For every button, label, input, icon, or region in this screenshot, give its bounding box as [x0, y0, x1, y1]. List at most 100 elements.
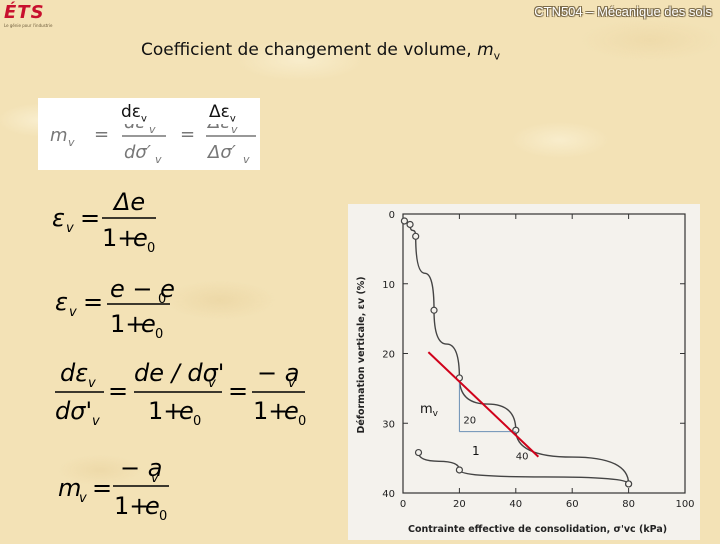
eq4-lhs: m [58, 474, 81, 502]
series-2-point [455, 466, 464, 474]
eq-sign-1: = [94, 124, 109, 145]
mv-den1: dσ′ [124, 142, 151, 163]
mv-den1-sub: v [155, 153, 162, 166]
series-1-point [430, 306, 438, 314]
x-tick-label: 60 [566, 499, 579, 510]
title-text: Coefficient de changement de volume, [141, 40, 478, 60]
equation-4: m v = − a v 1+ e 0 [58, 454, 169, 524]
x-axis-label: Contrainte effective de consolidation, σ… [408, 524, 667, 535]
eq1-den-1: 1+ [102, 224, 137, 252]
series-2-point [414, 448, 423, 457]
equations-panel: ε v = Δe 1+ e 0 ε v = e − e 0 1+ e 0 dε … [52, 188, 306, 524]
mv-num1-sub: v [149, 123, 156, 136]
series-1-point [406, 220, 414, 229]
y-axis-label: Déformation verticale, εv (%) [356, 276, 367, 433]
eq1-den-sub: 0 [147, 241, 155, 256]
eq-sign-2: = [180, 124, 195, 145]
eq3-rhs-den-1: 1+ [253, 397, 288, 425]
eq3-equals-2: = [228, 377, 248, 405]
eq4-lhs-sub: v [79, 491, 87, 506]
eq3-mid-den-sub: 0 [193, 414, 201, 429]
logo-text: ÉTS [4, 2, 45, 23]
y-tick-label: 0 [389, 210, 395, 221]
y-tick-label: 30 [382, 419, 395, 430]
series-2-point [625, 480, 633, 488]
consolidation-graph: 0 20 40 60 80 100 0 10 20 30 40 20 40 Déformation v… [348, 204, 700, 540]
eq1-den-e: e [133, 224, 148, 252]
eq2-num-sub: 0 [158, 292, 166, 307]
y-tick-label: 40 [382, 489, 395, 500]
y-tick-label: 10 [382, 280, 395, 291]
eq3-lhs-num: dε [60, 359, 88, 387]
mv-lhs-sub: v [68, 136, 75, 149]
equation-1: ε v = Δe 1+ e 0 [52, 188, 156, 256]
eq3-rhs-num: − a [257, 359, 299, 387]
ets-logo: ÉTS Le génie pour l'industrie [4, 2, 74, 28]
eq2-den-sub: 0 [155, 327, 163, 342]
eq1-lhs: ε [52, 204, 65, 232]
mv-num2-sub: v [231, 123, 238, 136]
eq4-num: − a [120, 454, 162, 482]
slope-triangle-label: 20 [463, 416, 476, 427]
eq4-den-sub: 0 [159, 509, 167, 524]
eq3-lhs-den: dσ' [55, 397, 92, 425]
eq3-mid-den-e: e [179, 397, 194, 425]
overlay-label-1-sub: v [140, 113, 147, 125]
eq4-den-1: 1+ [114, 492, 149, 520]
eq2-den-e: e [141, 310, 156, 338]
eq1-num: Δe [112, 188, 145, 216]
slope-one-label: 1 [472, 444, 480, 458]
series-1-line [403, 220, 630, 484]
x-tick-label: 80 [622, 499, 635, 510]
series-1-point [412, 232, 420, 240]
eq2-equals: = [83, 288, 103, 316]
eq3-rhs-den-e: e [284, 397, 299, 425]
eq2-lhs: ε [55, 288, 68, 316]
plot-frame [402, 213, 686, 494]
eq3-equals-1: = [108, 377, 128, 405]
eq2-den-1: 1+ [110, 310, 145, 338]
mv-lhs: m [50, 125, 68, 146]
x-tick-label: 0 [400, 499, 406, 510]
eq3-lhs-num-sub: v [88, 376, 96, 391]
slope-triangle-label: 40 [516, 452, 529, 463]
y-tick-label: 20 [382, 350, 395, 361]
eq4-den-e: e [145, 492, 160, 520]
eq3-mid-num-sub: v [208, 376, 216, 391]
tangent-line [427, 351, 540, 458]
chart-series [400, 217, 633, 488]
overlay-label-d-epsilon: dεv [118, 102, 150, 125]
series-1-point [400, 217, 409, 225]
mv-annotation: mv [420, 402, 439, 419]
overlay-label-2-text: Δε [209, 102, 230, 122]
title-subscript: v [493, 49, 501, 63]
mv-annotation-symbol: m [420, 402, 433, 417]
equation-2: ε v = e − e 0 1+ e 0 [55, 275, 175, 342]
eq3-rhs-den-sub: 0 [298, 414, 306, 429]
eq4-equals: = [92, 474, 112, 502]
x-tick-label: 20 [453, 499, 466, 510]
mv-annotation-sub: v [433, 409, 439, 419]
eq3-rhs-num-sub: v [288, 376, 296, 391]
eq1-lhs-sub: v [66, 221, 74, 236]
mv-den2: Δσ′ [206, 142, 236, 163]
equation-3: dε v dσ' v = de / dσ' v 1+ e 0 = − a v 1… [55, 359, 306, 429]
eq2-lhs-sub: v [69, 305, 77, 320]
eq3-mid-den-1: 1+ [148, 397, 183, 425]
eq1-equals: = [80, 204, 100, 232]
eq4-num-sub: v [151, 471, 159, 486]
logo-subtitle: Le génie pour l'industrie [4, 23, 53, 28]
overlay-label-2-sub: v [229, 113, 236, 125]
eq2-num: e − e [110, 275, 175, 303]
x-tick-label: 40 [509, 499, 522, 510]
x-tick-label: 100 [675, 499, 694, 510]
title-symbol: m [477, 40, 494, 60]
eq3-mid-num: de / dσ' [134, 359, 224, 387]
overlay-label-1-text: dε [121, 102, 141, 122]
chart-axes [402, 213, 686, 494]
mv-den2-sub: v [243, 153, 250, 166]
eq3-lhs-den-sub: v [92, 414, 100, 429]
